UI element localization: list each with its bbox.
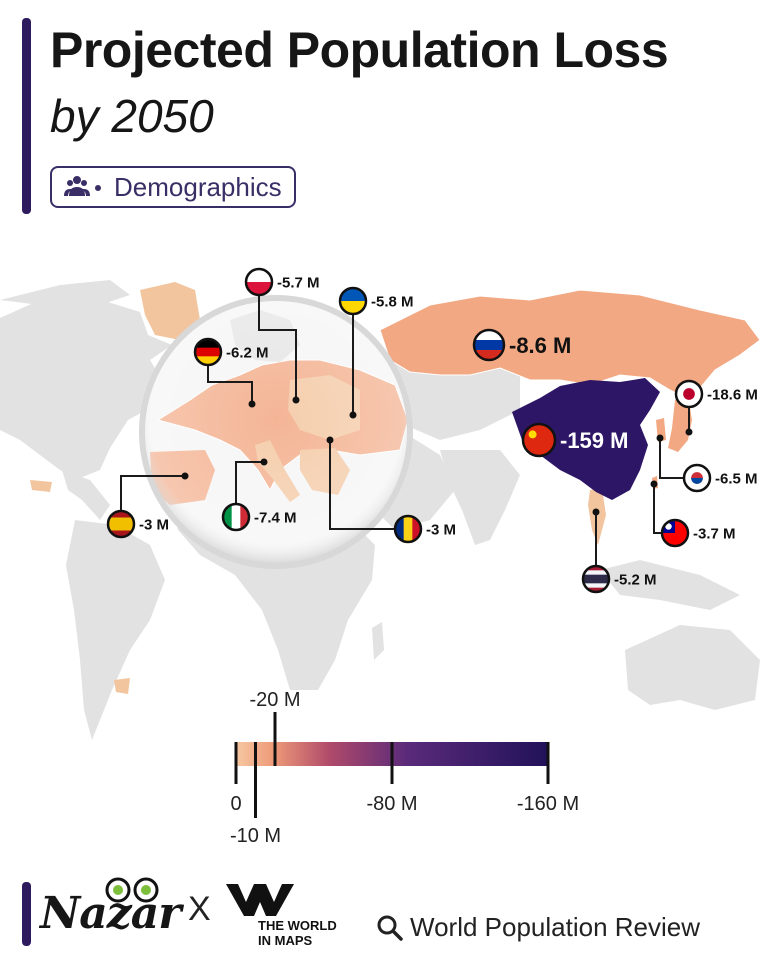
legend-tick-label: -20 M [249, 689, 300, 711]
flag-th-icon [581, 564, 611, 594]
legend-tick-label: -80 M [366, 793, 417, 815]
country-value-label-th: -5.2 M [614, 571, 657, 588]
footer-accent-bar [22, 882, 31, 946]
greenland [0, 280, 130, 305]
flag-jp-icon [674, 379, 704, 409]
source-credit: World Population Review [376, 912, 700, 943]
footer: Nazar X THE WORLD IN MAPS World Populati… [0, 868, 780, 961]
source-label: World Population Review [410, 912, 700, 942]
nazar-eyes-icon [105, 877, 159, 903]
world-in-maps-line1: THE WORLD [258, 918, 337, 933]
india [440, 450, 520, 545]
callout-line-es [120, 475, 185, 510]
country-value-label-ro: -3 M [426, 521, 456, 538]
flag-ru-icon [472, 328, 506, 362]
legend [234, 712, 550, 818]
callout-dot-it [260, 458, 268, 466]
australia [625, 625, 760, 710]
callout-dot-th [592, 508, 600, 516]
title-accent-bar [22, 18, 31, 214]
caribbean-region [30, 480, 52, 492]
callout-dot-ua [349, 411, 357, 419]
country-value-label-pl: -5.7 M [277, 274, 320, 291]
central-america [62, 470, 110, 520]
se-asia-islands [600, 560, 740, 610]
people-icon [64, 174, 106, 200]
callout-line-ro [329, 440, 395, 530]
legend-tick-label: -160 M [517, 793, 579, 815]
page-title: Projected Population Loss [50, 22, 669, 78]
south-america-small-region [114, 678, 130, 694]
nazar-logo: Nazar [40, 888, 181, 939]
world-in-maps-line2: IN MAPS [258, 933, 313, 948]
country-value-label-de: -6.2 M [226, 344, 269, 361]
country-value-label-ua: -5.8 M [371, 293, 414, 310]
country-value-label-es: -3 M [139, 516, 169, 533]
category-tag-label: Demographics [114, 171, 282, 202]
flag-tw-icon [660, 518, 690, 548]
flag-ua-icon [338, 286, 368, 316]
flag-kr-icon [682, 463, 712, 493]
country-value-label-kr: -6.5 M [715, 470, 758, 487]
legend-tick-label: 0 [230, 793, 241, 815]
legend-ticks [234, 712, 550, 818]
flag-it-icon [221, 502, 251, 532]
country-value-label-cn: -159 M [560, 428, 628, 453]
callout-dot-kr [656, 434, 664, 442]
callout-line-pl [258, 296, 297, 400]
south-america [66, 520, 165, 740]
flag-es-icon [106, 509, 136, 539]
search-icon [377, 915, 403, 941]
japan-region [668, 395, 692, 452]
callout-line-it [235, 461, 264, 503]
callout-line-de [207, 366, 253, 404]
finland-region [140, 282, 200, 340]
country-value-label-it: -7.4 M [254, 509, 297, 526]
brand-separator: X [188, 890, 211, 928]
country-value-label-tw: -3.7 M [693, 525, 736, 542]
category-tag: Demographics [50, 166, 296, 208]
north-america [0, 298, 172, 478]
flag-cn-icon [521, 422, 557, 458]
callout-line-kr [659, 438, 684, 479]
callout-dot-ro [326, 436, 334, 444]
world-in-maps-logo-icon [226, 884, 294, 916]
flag-ro-icon [393, 514, 423, 544]
legend-tick-label: -10 M [230, 825, 281, 847]
flag-pl-icon [244, 267, 274, 297]
china-region [512, 378, 660, 500]
callout-dot-de [248, 400, 256, 408]
page-subtitle: by 2050 [50, 90, 214, 142]
country-value-label-jp: -18.6 M [707, 386, 758, 403]
callouts [120, 296, 693, 565]
callout-line-tw [653, 484, 662, 534]
madagascar [372, 622, 384, 660]
callout-dot-jp [685, 428, 693, 436]
callout-dot-es [181, 472, 189, 480]
callout-dot-pl [292, 396, 300, 404]
country-value-label-ru: -8.6 M [509, 333, 571, 358]
world-in-maps-logo: THE WORLD IN MAPS [258, 918, 337, 948]
flag-de-icon [193, 337, 223, 367]
callout-dot-tw [650, 480, 658, 488]
